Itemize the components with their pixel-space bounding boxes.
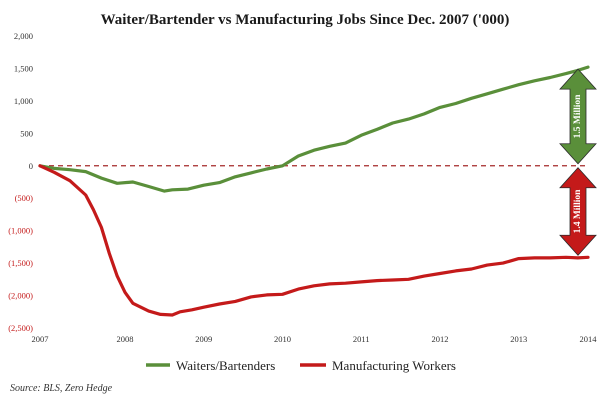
- series-line-waiters-bartenders: [38, 65, 590, 193]
- x-tick-label: 2010: [274, 334, 291, 344]
- x-tick-label: 2011: [353, 334, 370, 344]
- x-tick-label: 2007: [32, 334, 49, 344]
- series-line-manufacturing-workers: [38, 164, 590, 317]
- y-tick-label: 1,000: [14, 96, 33, 106]
- x-tick-label: 2009: [195, 334, 212, 344]
- legend-label-waiters: Waiters/Bartenders: [176, 358, 275, 373]
- y-tick-label: (2,500): [8, 323, 33, 333]
- y-tick-label: 0: [29, 161, 33, 171]
- y-axis-ticks: 2,000 1,500 1,000 500 0 (500) (1,000) (1,500) (2…: [8, 31, 33, 333]
- series-layer: [38, 65, 590, 317]
- chart-title: Waiter/Bartender vs Manufacturing Jobs S…: [101, 12, 510, 28]
- x-tick-label: 2012: [431, 334, 448, 344]
- annotation-arrows: 1.5 Million 1.4 Million: [559, 68, 597, 256]
- y-tick-label: (500): [15, 193, 34, 203]
- y-tick-label: (1,000): [8, 226, 33, 236]
- y-tick-label: 2,000: [14, 31, 33, 41]
- x-tick-label: 2013: [510, 334, 527, 344]
- y-tick-label: (1,500): [8, 258, 33, 268]
- x-axis-ticks: 2007 2008 2009 2010 2011 2012 2013 2014: [32, 334, 598, 344]
- annotation-label: 1.4 Million: [573, 189, 583, 234]
- annotation-arrow: [559, 68, 597, 165]
- source-note: Source: BLS, Zero Hedge: [10, 383, 113, 394]
- y-tick-label: 500: [20, 128, 33, 138]
- annotation-label: 1.5 Million: [573, 94, 583, 139]
- y-tick-label: 1,500: [14, 63, 33, 73]
- x-tick-label: 2008: [117, 334, 134, 344]
- y-tick-label: (2,000): [8, 291, 33, 301]
- legend-label-manufacturing: Manufacturing Workers: [332, 358, 456, 373]
- annotation-arrow: [559, 167, 597, 256]
- x-tick-label: 2014: [580, 334, 598, 344]
- legend: Waiters/Bartenders Manufacturing Workers: [146, 358, 456, 373]
